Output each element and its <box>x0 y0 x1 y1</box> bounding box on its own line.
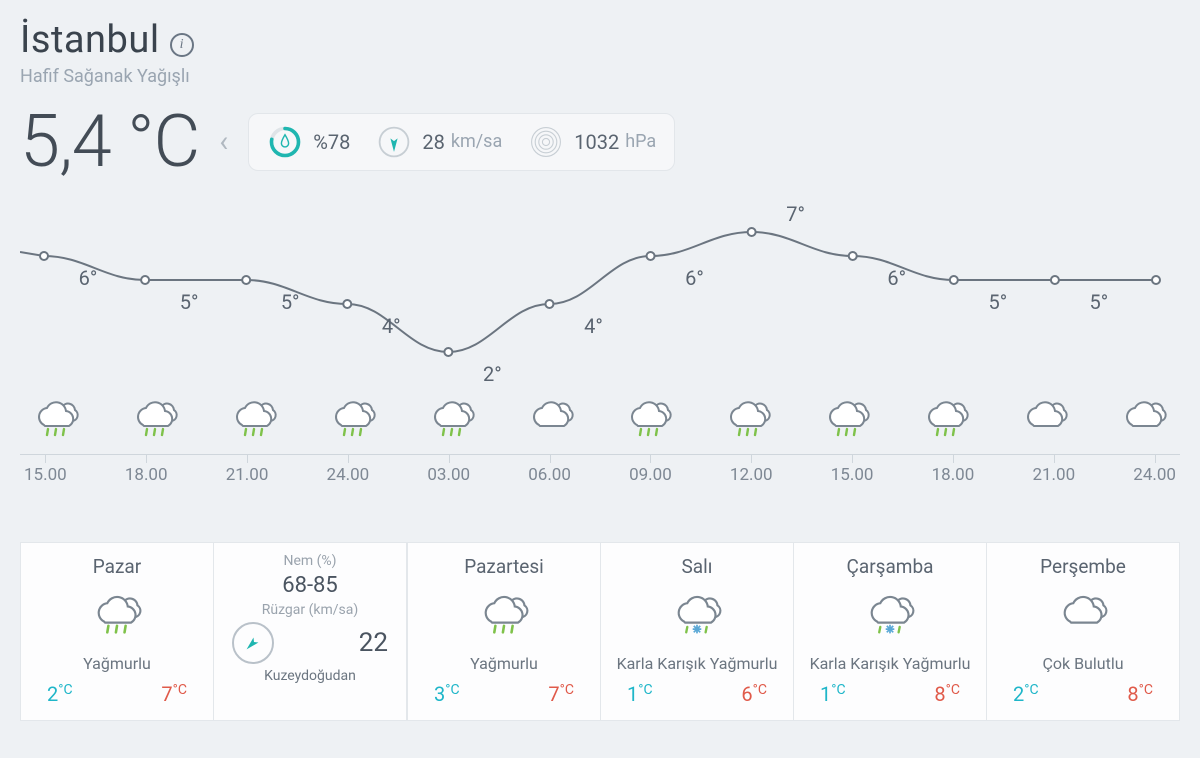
forecast-card[interactable]: Pazar Yağmurlu 2°C 7°C <box>20 542 214 721</box>
today-detail-card: Nem (%) 68-85 Rüzgar (km/sa) 22 Kuzeydoğ… <box>213 542 407 721</box>
hourly-weather-icon <box>1114 392 1174 444</box>
chevron-left-icon[interactable]: ‹ <box>213 124 234 159</box>
wind-metric: 28 km/sa <box>376 124 502 160</box>
humidity-gauge-icon <box>267 124 303 160</box>
axis-tick: 18.00 <box>125 465 168 485</box>
forecast-condition: Karla Karışık Yağmurlu <box>617 654 778 674</box>
humidity-range: 68-85 <box>222 573 398 598</box>
forecast-card[interactable]: Salı Karla Karışık Yağmurlu 1°C 6°C <box>600 542 794 721</box>
forecast-card[interactable]: Pazartesi Yağmurlu 3°C 7°C <box>407 542 601 721</box>
hourly-weather-icon <box>817 392 877 444</box>
forecast-icon <box>89 586 145 646</box>
hourly-weather-icon <box>224 392 284 444</box>
hourly-weather-icon <box>718 392 778 444</box>
hourly-weather-icon <box>521 392 581 444</box>
axis-tick: 03.00 <box>427 465 470 485</box>
forecast-high: 8°C <box>934 682 960 706</box>
hourly-temp-label: 5° <box>180 290 199 314</box>
city-name: İstanbul <box>20 18 160 62</box>
forecast-day: Pazartesi <box>464 555 544 578</box>
hourly-weather-icon <box>1015 392 1075 444</box>
wind-compass-icon <box>232 622 274 664</box>
pressure-icon <box>528 124 564 160</box>
axis-tick: 24.00 <box>1133 465 1176 485</box>
humidity-label: Nem (%) <box>222 553 398 569</box>
hourly-temp-label: 5° <box>281 290 300 314</box>
hourly-temp-label: 4° <box>382 314 401 338</box>
forecast-day: Çarşamba <box>847 555 934 578</box>
hourly-weather-icon <box>26 392 86 444</box>
hourly-weather-icon <box>619 392 679 444</box>
pressure-unit: hPa <box>625 131 656 152</box>
hourly-temp-label: 5° <box>988 290 1007 314</box>
wind-unit: km/sa <box>451 131 502 152</box>
hourly-temp-label: 5° <box>1090 290 1109 314</box>
axis-tick: 18.00 <box>932 465 975 485</box>
axis-tick: 06.00 <box>528 465 571 485</box>
humidity-metric: %78 <box>267 124 350 160</box>
wind-direction-text: Kuzeydoğudan <box>222 668 398 684</box>
forecast-day: Salı <box>682 555 713 578</box>
forecast-high: 6°C <box>741 682 767 706</box>
current-metrics-row: 5,4 °C ‹ %78 28 km/sa 1032 hPa <box>20 99 1180 184</box>
forecast-condition: Yağmurlu <box>470 654 538 674</box>
info-icon[interactable]: i <box>170 33 194 57</box>
axis-tick: 09.00 <box>629 465 672 485</box>
hourly-chart: 6°5°5°4°2°4°6°7°6°5°5° <box>20 214 1180 484</box>
forecast-icon <box>476 586 532 646</box>
forecast-card[interactable]: Çarşamba Karla Karışık Yağmurlu 1°C 8°C <box>793 542 987 721</box>
hourly-temp-label: 6° <box>887 266 906 290</box>
hourly-weather-icon <box>323 392 383 444</box>
hourly-weather-icon <box>422 392 482 444</box>
forecast-low: 3°C <box>434 682 460 706</box>
forecast-low: 1°C <box>820 682 846 706</box>
wind-direction-icon <box>376 124 412 160</box>
wind-value: 22 <box>359 628 388 658</box>
hourly-weather-icon <box>125 392 185 444</box>
axis-tick: 15.00 <box>831 465 874 485</box>
current-condition: Hafif Sağanak Yağışlı <box>20 66 1180 87</box>
axis-tick: 21.00 <box>1032 465 1075 485</box>
axis-tick: 24.00 <box>327 465 370 485</box>
pressure-value: 1032 <box>574 130 619 154</box>
forecast-high: 7°C <box>548 682 574 706</box>
forecast-day: Pazar <box>93 555 141 578</box>
forecast-high: 8°C <box>1127 682 1153 706</box>
pressure-metric: 1032 hPa <box>528 124 656 160</box>
forecast-low: 1°C <box>627 682 653 706</box>
forecast-condition: Karla Karışık Yağmurlu <box>810 654 971 674</box>
daily-forecast-row: Pazar Yağmurlu 2°C 7°C Nem (%) 68-85 Rüz… <box>20 542 1180 721</box>
hourly-weather-icon <box>916 392 976 444</box>
humidity-value: %78 <box>313 130 350 154</box>
current-temperature: 5,4 °C <box>20 99 199 184</box>
forecast-icon <box>669 586 725 646</box>
axis-tick: 15.00 <box>24 465 67 485</box>
forecast-low: 2°C <box>1013 682 1039 706</box>
wind-value: 28 <box>422 130 444 154</box>
forecast-low: 2°C <box>47 682 73 706</box>
hourly-temp-label: 4° <box>584 314 603 338</box>
forecast-condition: Yağmurlu <box>83 654 151 674</box>
forecast-card[interactable]: Perşembe Çok Bulutlu 2°C 8°C <box>986 542 1180 721</box>
wind-label: Rüzgar (km/sa) <box>222 602 398 618</box>
axis-tick: 21.00 <box>226 465 269 485</box>
hourly-temp-label: 6° <box>685 266 704 290</box>
metrics-pill: %78 28 km/sa 1032 hPa <box>248 113 675 171</box>
hourly-temp-label: 6° <box>79 266 98 290</box>
axis-tick: 12.00 <box>730 465 773 485</box>
forecast-icon <box>862 586 918 646</box>
forecast-day: Perşembe <box>1040 555 1126 578</box>
hourly-temp-label: 7° <box>786 202 805 226</box>
forecast-icon <box>1055 586 1111 646</box>
forecast-condition: Çok Bulutlu <box>1042 654 1123 674</box>
hourly-temp-label: 2° <box>483 362 502 386</box>
forecast-high: 7°C <box>161 682 187 706</box>
